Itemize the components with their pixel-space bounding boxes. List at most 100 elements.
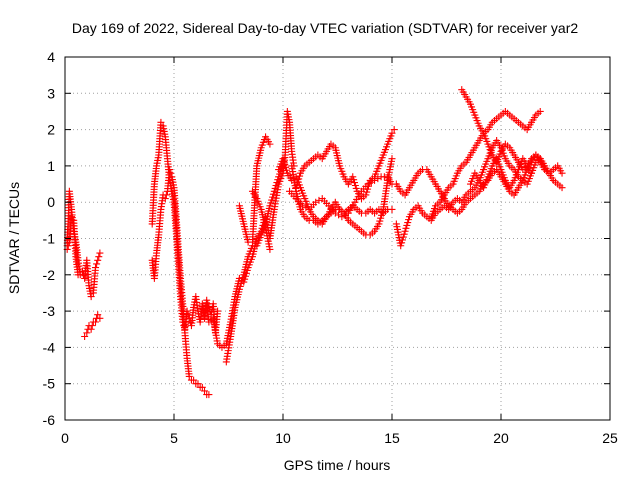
x-tick-label: 20 — [493, 430, 509, 446]
data-point-fill — [403, 221, 411, 229]
data-point-fill — [341, 211, 349, 219]
data-point — [198, 383, 206, 391]
data-point-fill — [280, 158, 288, 166]
data-point-fill — [167, 169, 175, 177]
data-point — [375, 220, 383, 228]
data-point-fill — [236, 282, 244, 290]
y-tick-label: -4 — [43, 339, 56, 355]
data-series — [235, 133, 274, 246]
data-series — [427, 107, 544, 221]
data-point — [266, 245, 274, 253]
y-tick-labels: -6 -5 -4 -3 -2 -1 0 1 2 3 4 — [43, 49, 56, 428]
data-series — [222, 162, 287, 366]
data-point — [157, 118, 165, 126]
data-point — [96, 249, 104, 257]
data-point-fill — [351, 179, 359, 187]
data-point-fill — [295, 175, 303, 183]
data-point — [185, 372, 193, 380]
data-point-fill — [64, 242, 72, 250]
data-point-fill — [293, 181, 301, 189]
data-point — [183, 307, 191, 315]
data-point-fill — [274, 176, 282, 184]
data-point — [270, 187, 278, 195]
data-point-fill — [162, 191, 170, 199]
data-point-fill — [296, 172, 304, 180]
data-point-fill — [269, 190, 277, 198]
y-tick-label: -3 — [43, 303, 56, 319]
data-point-fill — [351, 182, 359, 190]
y-tick-label: 2 — [47, 122, 55, 138]
y-tick-label: 3 — [47, 85, 55, 101]
data-point — [388, 129, 396, 137]
data-point-fill — [282, 163, 290, 171]
data-point-fill — [377, 214, 385, 222]
data-point-fill — [268, 196, 276, 204]
data-point — [266, 202, 274, 210]
x-tick-label: 10 — [275, 430, 291, 446]
data-point — [190, 376, 198, 384]
data-series — [81, 311, 104, 341]
data-point — [205, 391, 213, 399]
data-point — [266, 140, 274, 148]
x-axis-label: GPS time / hours — [284, 457, 391, 473]
data-series — [392, 151, 549, 217]
data-point-fill — [281, 160, 289, 168]
data-point-fill — [272, 182, 280, 190]
data-series — [458, 86, 566, 177]
data-point-fill — [273, 179, 281, 187]
data-point — [390, 126, 398, 134]
data-point-fill — [398, 239, 406, 247]
data-point-fill — [350, 176, 358, 184]
data-point — [401, 227, 409, 235]
x-tick-label: 5 — [170, 430, 178, 446]
data-series — [63, 213, 82, 279]
data-point-fill — [315, 196, 323, 204]
data-point — [92, 264, 100, 272]
data-point-fill — [376, 217, 384, 225]
data-point — [349, 173, 357, 181]
data-point — [362, 191, 370, 199]
data-point — [74, 271, 82, 279]
data-point-fill — [404, 219, 412, 227]
data-series — [292, 126, 398, 203]
data-series — [466, 155, 536, 192]
y-axis-label: SDTVAR / TECUs — [6, 182, 22, 294]
data-point — [397, 242, 405, 250]
data-point-fill — [294, 178, 302, 186]
y-tick-label: -2 — [43, 267, 56, 283]
data-point — [92, 318, 100, 326]
data-point-fill — [352, 184, 360, 192]
data-point — [87, 293, 95, 301]
x-tick-labels: 0 5 10 15 20 25 — [61, 430, 618, 446]
y-tick-label: -6 — [43, 412, 56, 428]
data-point-fill — [378, 208, 386, 216]
data-point — [166, 166, 174, 174]
data-series — [248, 187, 274, 253]
data-point-fill — [88, 322, 96, 330]
data-point-fill — [399, 233, 407, 241]
data-point — [279, 155, 287, 163]
data-point-fill — [93, 260, 101, 268]
data-point-fill — [269, 193, 277, 201]
data-point-fill — [400, 230, 408, 238]
data-point-fill — [405, 216, 413, 224]
data-point — [201, 387, 209, 395]
y-tick-label: 0 — [47, 194, 55, 210]
data-point-fill — [237, 280, 245, 288]
data-point — [558, 169, 566, 177]
data-point-fill — [398, 236, 406, 244]
data-point — [94, 256, 102, 264]
data-point-fill — [363, 188, 371, 196]
x-tick-label: 25 — [602, 430, 618, 446]
data-point — [194, 380, 202, 388]
data-point — [388, 155, 396, 163]
grid-lines — [65, 57, 610, 420]
data-point — [528, 169, 536, 177]
data-point-fill — [239, 274, 247, 282]
data-point — [83, 329, 91, 337]
data-point — [214, 307, 222, 315]
chart-title: Day 169 of 2022, Sidereal Day-to-day VTE… — [72, 20, 578, 36]
data-point — [388, 205, 396, 213]
axis-ticks — [64, 56, 611, 421]
